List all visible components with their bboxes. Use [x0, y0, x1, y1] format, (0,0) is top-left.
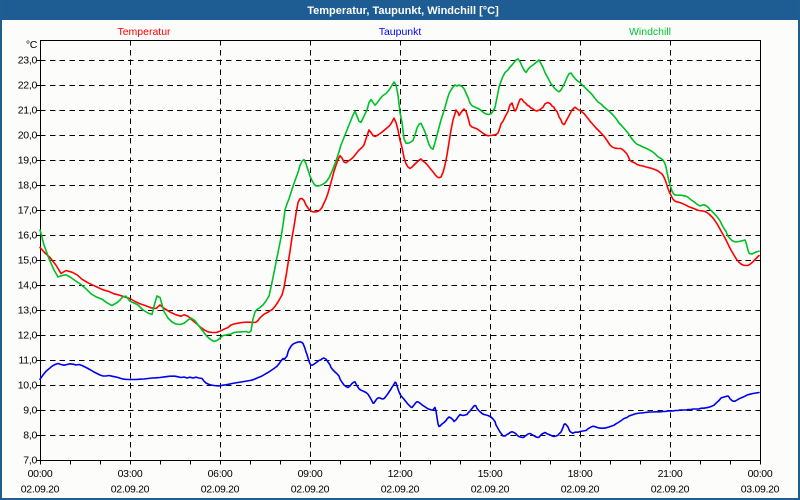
- svg-text:09:00: 09:00: [298, 468, 323, 480]
- svg-text:00:00: 00:00: [28, 468, 53, 480]
- svg-text:02.09.20: 02.09.20: [561, 484, 600, 496]
- svg-text:00:00: 00:00: [748, 468, 773, 480]
- svg-text:Temperatur: Temperatur: [117, 26, 171, 38]
- svg-text:17,0: 17,0: [18, 205, 38, 217]
- svg-text:18,0: 18,0: [18, 180, 38, 192]
- svg-text:02.09.20: 02.09.20: [291, 484, 330, 496]
- svg-text:19,0: 19,0: [18, 155, 38, 167]
- svg-text:Windchill: Windchill: [629, 26, 671, 38]
- svg-text:7,0: 7,0: [23, 455, 37, 467]
- svg-text:10,0: 10,0: [18, 380, 38, 392]
- svg-text:20,0: 20,0: [18, 130, 38, 142]
- svg-text:02.09.20: 02.09.20: [381, 484, 420, 496]
- svg-text:06:00: 06:00: [208, 468, 233, 480]
- svg-text:°C: °C: [26, 39, 38, 51]
- svg-text:15:00: 15:00: [478, 468, 503, 480]
- svg-text:02.09.20: 02.09.20: [111, 484, 150, 496]
- svg-text:15,0: 15,0: [18, 255, 38, 267]
- svg-text:16,0: 16,0: [18, 230, 38, 242]
- svg-text:18:00: 18:00: [568, 468, 593, 480]
- svg-text:02.09.20: 02.09.20: [651, 484, 690, 496]
- svg-text:23,0: 23,0: [18, 55, 38, 67]
- svg-text:Temperatur, Taupunkt, Windchil: Temperatur, Taupunkt, Windchill [°C]: [307, 5, 499, 17]
- svg-text:13,0: 13,0: [18, 305, 38, 317]
- svg-text:8,0: 8,0: [23, 430, 37, 442]
- svg-text:21,0: 21,0: [18, 105, 38, 117]
- svg-text:9,0: 9,0: [23, 405, 37, 417]
- svg-text:12:00: 12:00: [388, 468, 413, 480]
- svg-text:03:00: 03:00: [118, 468, 143, 480]
- svg-text:03.09.20: 03.09.20: [741, 484, 780, 496]
- svg-text:22,0: 22,0: [18, 80, 38, 92]
- svg-text:11,0: 11,0: [19, 355, 38, 367]
- svg-text:02.09.20: 02.09.20: [21, 484, 60, 496]
- svg-text:21:00: 21:00: [658, 468, 683, 480]
- svg-text:Taupunkt: Taupunkt: [379, 26, 422, 38]
- svg-text:02.09.20: 02.09.20: [201, 484, 240, 496]
- svg-text:02.09.20: 02.09.20: [471, 484, 510, 496]
- svg-text:12,0: 12,0: [18, 330, 38, 342]
- svg-text:14,0: 14,0: [18, 280, 38, 292]
